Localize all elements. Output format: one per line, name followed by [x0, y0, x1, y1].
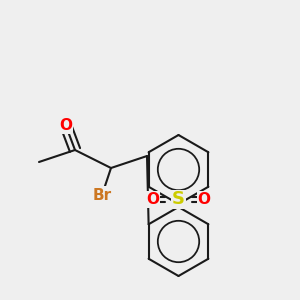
- Text: O: O: [146, 192, 160, 207]
- Text: O: O: [197, 192, 211, 207]
- Text: Br: Br: [92, 188, 112, 202]
- Text: O: O: [59, 118, 73, 134]
- Text: S: S: [172, 190, 185, 208]
